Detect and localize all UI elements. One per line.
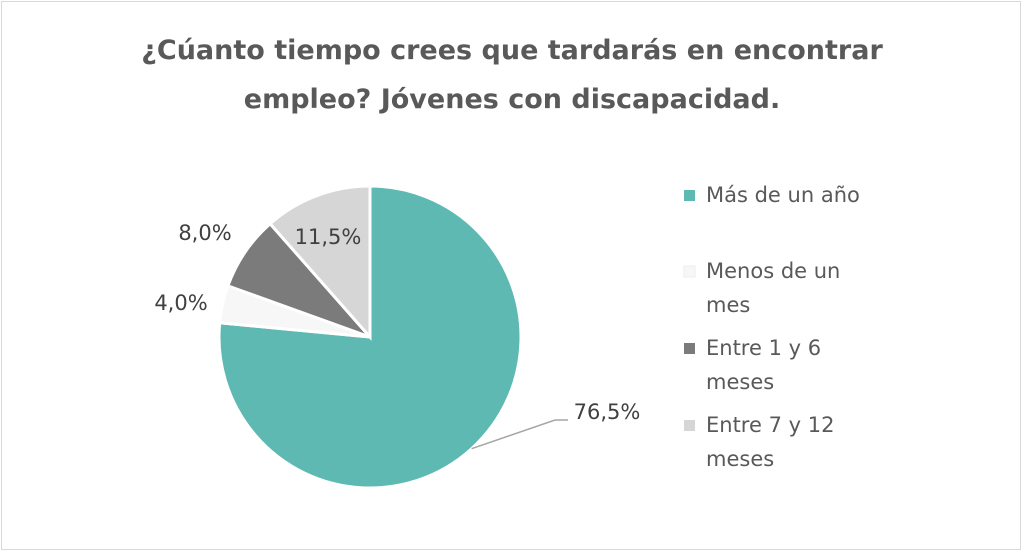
legend-item-mas-de-un-ano: Más de un año — [684, 183, 860, 207]
legend-item-entre-7-y-12-meses: Entre 7 y 12 meses — [684, 413, 834, 471]
legend-item-entre-1-y-6-meses: Entre 1 y 6 meses — [684, 336, 821, 394]
data-label-entre-1-y-6-meses: 8,0% — [178, 221, 231, 245]
legend-swatch — [684, 420, 695, 431]
data-label-entre-7-y-12-meses: 11,5% — [295, 225, 362, 249]
chart-title-line-1: ¿Cúanto tiempo crees que tardarás en enc… — [141, 35, 883, 66]
data-label-mas-de-un-ano: 76,5% — [574, 400, 641, 424]
legend-swatch — [684, 343, 695, 354]
pie-slice-entre-7-y-12-meses — [268, 184, 372, 341]
legend-label: Entre 7 y 12 — [706, 413, 834, 437]
chart-title-line-2: empleo? Jóvenes con discapacidad. — [243, 84, 781, 115]
legend-label: Menos de un — [706, 259, 840, 283]
legend-swatch — [683, 265, 696, 278]
legend-label: Entre 1 y 6 — [706, 336, 821, 360]
leader-line-mas-de-un-ano — [471, 419, 568, 450]
data-label-menos-de-un-mes: 4,0% — [154, 291, 207, 315]
legend-label: mes — [706, 293, 750, 317]
legend-swatch — [684, 190, 695, 201]
legend-label: meses — [706, 370, 774, 394]
legend-label: Más de un año — [706, 183, 860, 207]
chart-title: ¿Cúanto tiempo crees que tardarás en enc… — [40, 26, 984, 124]
legend-item-menos-de-un-mes: Menos de un mes — [683, 259, 840, 317]
legend-label: meses — [706, 447, 774, 471]
